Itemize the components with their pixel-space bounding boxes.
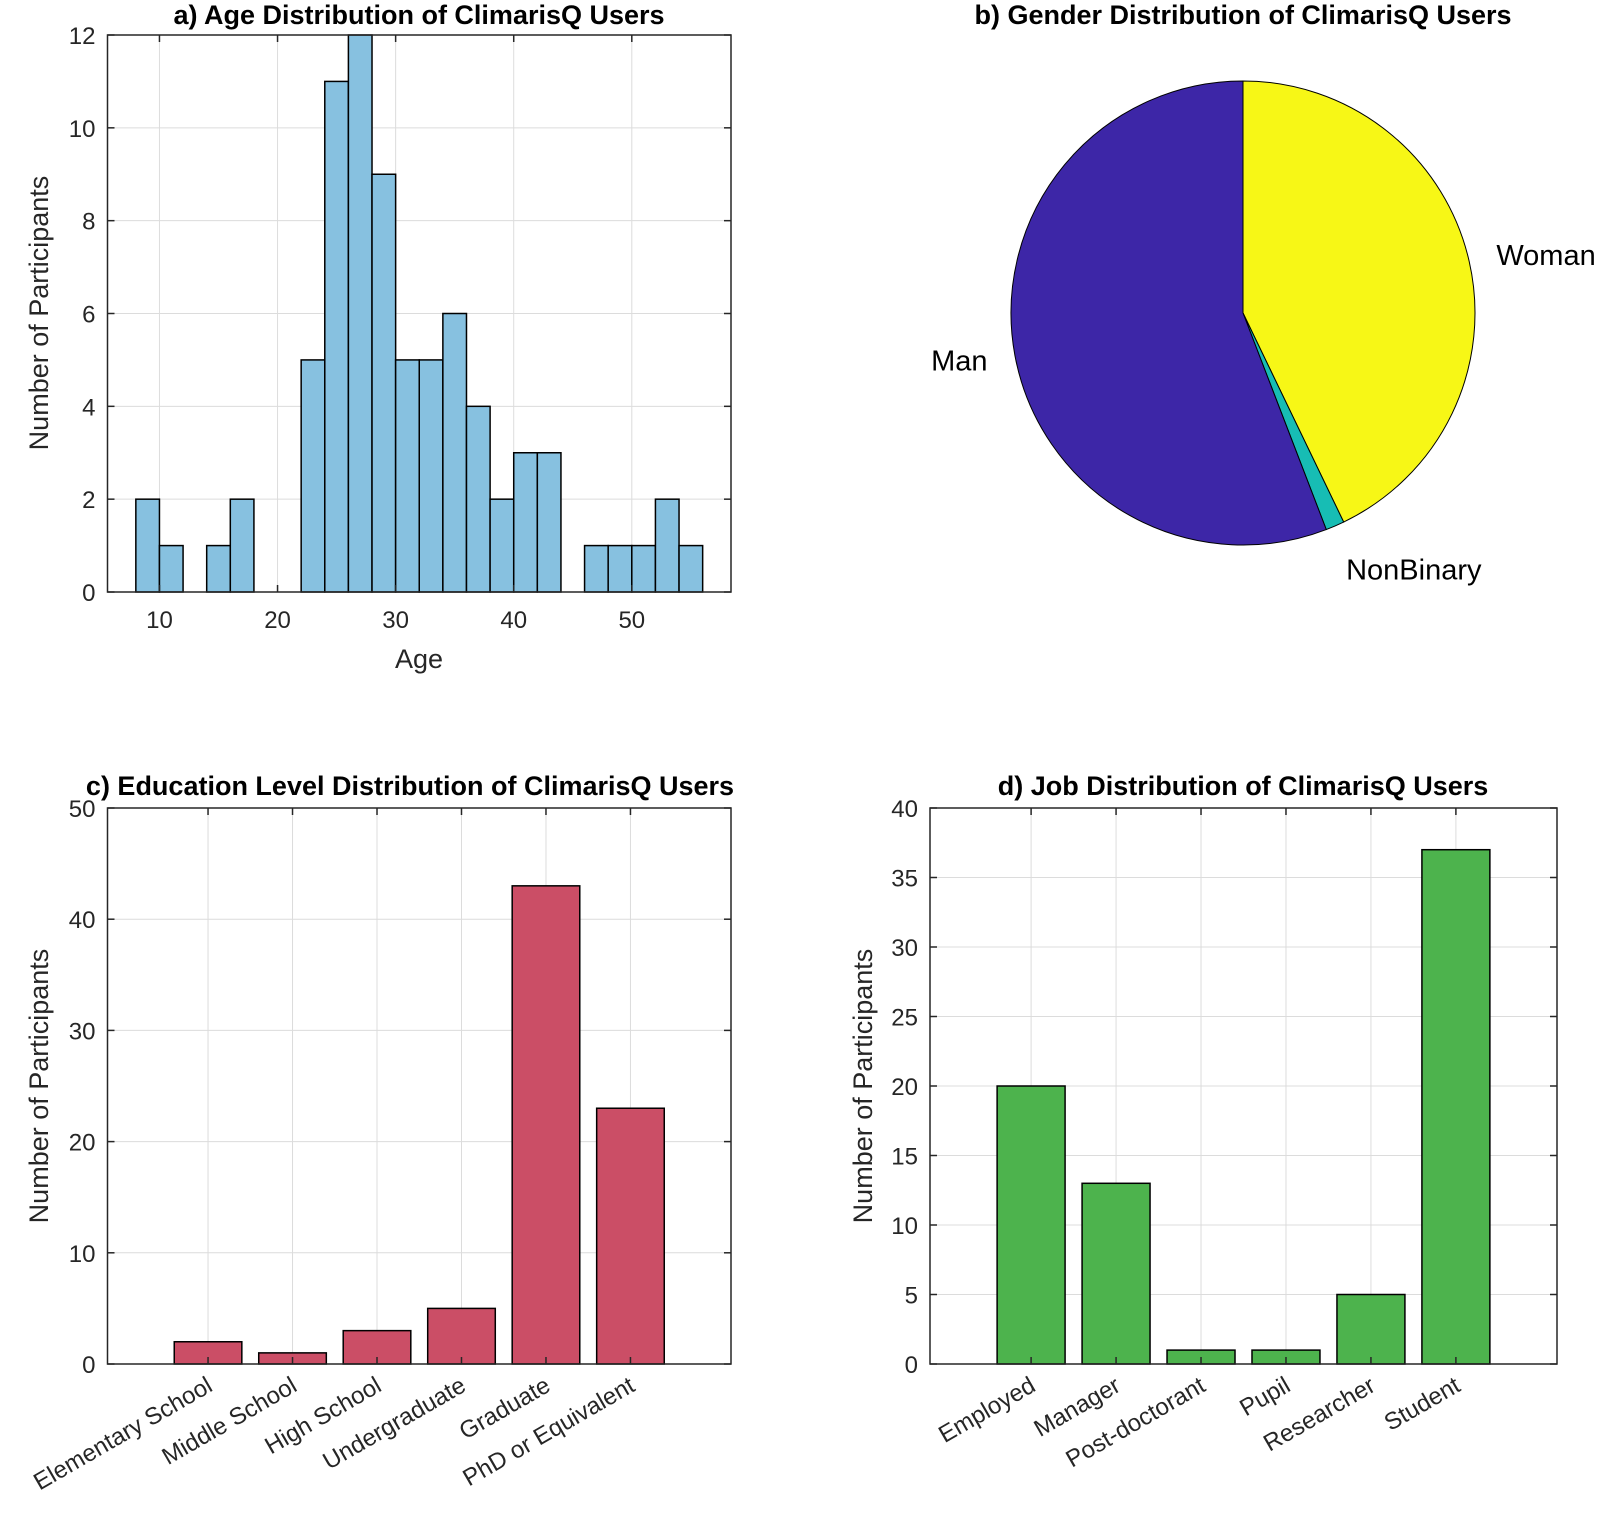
job-x-tick-label: Pupil [1235,1372,1295,1422]
education-axes-frame [106,807,732,1365]
education-bars [173,885,666,1365]
age-y-axis-label: Number of Participants [24,176,54,451]
age-bin-bar [229,498,255,593]
education-bar [426,1307,497,1365]
job-y-tick-label: 40 [891,796,918,823]
age-bin-bar [536,452,562,593]
gender-pie [1010,80,1476,546]
age-bin-bar [465,405,491,593]
job-chart-title: d) Job Distribution of ClimarisQ Users [998,771,1489,801]
job-x-tick-label: Student [1380,1372,1465,1437]
age-x-tick-label: 10 [146,607,173,634]
job-y-tick-label: 5 [905,1283,918,1310]
age-bin-bar [512,452,539,593]
age-y-tick-label: 8 [82,209,95,236]
age-x-tick-label: 20 [264,607,291,634]
age-y-tick-label: 12 [69,23,96,50]
age-y-tick-label: 0 [82,580,95,607]
pie-slice-woman [1242,80,1476,523]
education-y-tick-label: 10 [69,1241,96,1268]
job-axes-frame [929,807,1558,1365]
age-bin-bar [442,312,468,593]
age-bin-bar [394,359,420,593]
age-bin-bar [607,544,633,593]
education-y-tick-label: 40 [69,907,96,934]
age-x-tick-label: 50 [618,607,645,634]
job-bar [996,1085,1066,1365]
education-y-tick-label: 50 [69,796,96,823]
age-bin-bar [205,544,232,593]
education-y-tick-label: 30 [69,1018,96,1045]
education-bar-panel: c) Education Level Distribution of Clima… [24,771,734,1496]
age-bin-bar [347,34,373,593]
age-bin-bar [158,544,184,593]
gender-pie-labels: Woman NonBinary Man [931,240,1596,586]
pie-label-woman: Woman [1496,240,1595,272]
education-bar [595,1107,666,1365]
pie-label-nonbinary: NonBinary [1346,555,1482,587]
age-x-tick-label: 30 [382,607,409,634]
education-y-tick-label: 0 [82,1352,95,1379]
age-bin-bar [135,498,161,593]
age-bars [135,34,704,593]
education-y-axis-label: Number of Participants [24,949,54,1224]
age-bin-bar [583,544,609,593]
job-y-tick-label: 15 [891,1144,918,1171]
gender-chart-title: b) Gender Distribution of ClimarisQ User… [974,0,1511,30]
age-histogram-panel: a) Age Distribution of ClimarisQ Users 1… [24,0,732,674]
age-y-tick-label: 6 [82,302,95,329]
job-bar-panel: d) Job Distribution of ClimarisQ Users 0… [848,771,1558,1473]
age-chart-title: a) Age Distribution of ClimarisQ Users [173,0,664,30]
education-chart-title: c) Education Level Distribution of Clima… [86,771,734,801]
age-y-tick-label: 10 [69,116,96,143]
job-y-axis-label: Number of Participants [848,949,878,1224]
age-bin-bar [371,173,397,593]
age-y-tick-label: 2 [82,487,95,514]
job-bar [1421,848,1491,1365]
job-y-tick-label: 0 [905,1352,918,1379]
age-bin-bar [489,498,515,593]
age-bin-bar [324,80,350,593]
job-y-tick-label: 20 [891,1074,918,1101]
age-x-axis-label: Age [395,644,443,674]
age-bin-bar [300,359,326,593]
age-y-tick-label: 4 [82,394,95,421]
age-bin-bar [654,498,680,593]
education-x-tick-label: Undergraduate [318,1372,470,1475]
job-bar [1081,1182,1151,1365]
job-bars [996,848,1491,1365]
age-bin-bar [418,359,444,593]
pie-slice-man [1010,80,1327,546]
age-bin-bar [631,544,657,593]
job-y-tick-label: 30 [891,935,918,962]
education-bar [511,885,581,1365]
education-y-tick-label: 20 [69,1130,96,1157]
job-y-tick-label: 35 [891,866,918,893]
job-bar [1336,1293,1406,1365]
age-bin-bar [678,544,704,593]
age-x-tick-label: 40 [500,607,527,634]
age-axes-frame [106,34,732,593]
gender-pie-panel: b) Gender Distribution of ClimarisQ User… [931,0,1596,587]
job-y-tick-label: 10 [891,1213,918,1240]
job-x-tick-label: Employed [934,1372,1040,1449]
job-y-tick-label: 25 [891,1005,918,1032]
pie-label-man: Man [931,345,987,377]
